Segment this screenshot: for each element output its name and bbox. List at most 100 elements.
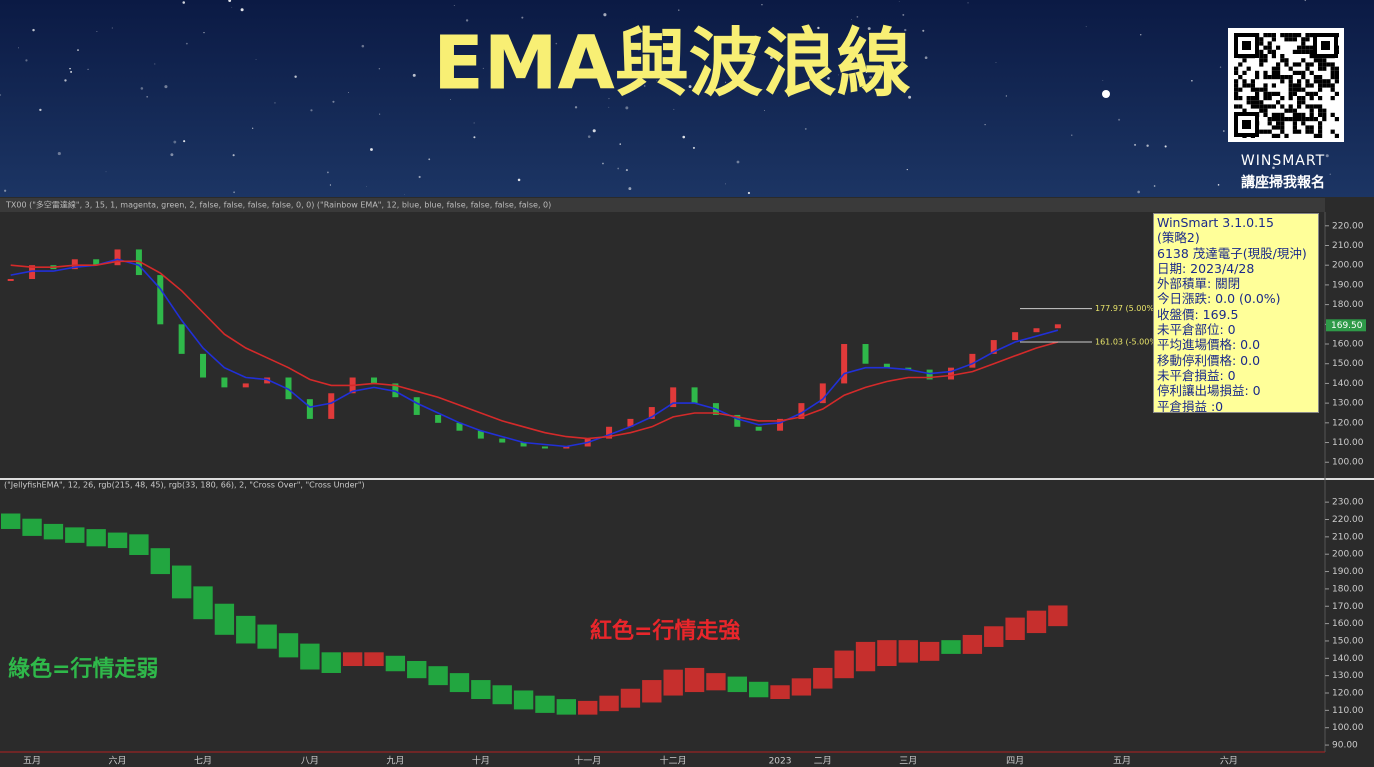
qr-cell	[1271, 125, 1276, 130]
qr-cell	[1255, 100, 1260, 105]
star	[70, 71, 72, 73]
candle	[948, 367, 955, 380]
qr-cell	[1313, 79, 1318, 84]
qr-cell	[1259, 129, 1264, 134]
star	[154, 63, 156, 65]
ema-line	[10, 260, 1059, 440]
qr-cell	[1292, 117, 1297, 122]
star	[255, 58, 257, 60]
qr-cell	[1334, 70, 1339, 75]
candle	[499, 438, 506, 443]
qr-cell	[1309, 49, 1314, 54]
qr-cell	[1322, 83, 1327, 88]
qr-cell	[1318, 96, 1323, 101]
qr-cell	[1234, 83, 1239, 88]
qr-cell	[1305, 79, 1310, 84]
qr-cell	[1276, 121, 1281, 126]
star	[1223, 130, 1225, 132]
info-line: 今日漲跌: 0.0 (0.0%)	[1157, 291, 1281, 307]
qr-cell	[1313, 133, 1318, 138]
star	[1085, 26, 1087, 28]
candle	[435, 414, 442, 423]
banner	[0, 0, 1374, 197]
qr-cell	[1330, 87, 1335, 92]
qr-cell	[1292, 121, 1297, 126]
qr-cell	[1318, 83, 1323, 88]
qr-cell	[1305, 66, 1310, 71]
indicator-title: ("JellyfishEMA", 12, 26, rgb(215, 48, 45…	[4, 481, 365, 490]
x-tick-label: 十二月	[660, 755, 687, 767]
qr-cell	[1297, 96, 1302, 101]
qr-cell	[1271, 33, 1276, 38]
star	[625, 169, 628, 172]
qr-cell	[1259, 87, 1264, 92]
last-price-label: 169.50	[1331, 321, 1363, 331]
qr-cell	[1309, 96, 1314, 101]
star	[240, 8, 244, 12]
qr-cell	[1322, 117, 1327, 122]
jelly-bar	[150, 548, 170, 575]
candle	[734, 414, 741, 427]
jelly-bar	[278, 633, 299, 658]
y-tick-label: 110.00	[1332, 438, 1364, 448]
qr-cell	[1234, 104, 1239, 109]
star	[809, 79, 811, 81]
star	[656, 80, 658, 82]
qr-cell	[1326, 62, 1331, 67]
qr-cell	[1267, 121, 1272, 126]
candle	[541, 446, 548, 449]
qr-cell	[1250, 79, 1255, 84]
star	[1102, 90, 1110, 98]
star	[608, 98, 610, 100]
star	[379, 113, 381, 115]
x-tick-label: 六月	[109, 755, 127, 767]
jelly-bar	[620, 688, 641, 708]
qr-cell	[1259, 54, 1264, 59]
qr-cell	[1318, 58, 1323, 63]
star	[837, 74, 839, 76]
info-line: 平均進場價格: 0.0	[1157, 337, 1261, 353]
star	[1071, 134, 1073, 136]
qr-cell	[1288, 91, 1293, 96]
qr-cell	[1280, 33, 1285, 38]
qr-cell	[1288, 37, 1293, 42]
qr-cell	[1271, 66, 1276, 71]
star	[603, 13, 607, 17]
star	[294, 75, 297, 78]
qr-cell	[1271, 70, 1276, 75]
qr-cell	[1238, 87, 1243, 92]
jelly-bar	[236, 615, 256, 644]
candle	[306, 399, 313, 419]
qr-cell	[1288, 33, 1293, 38]
ema-line	[10, 258, 1059, 448]
candle	[755, 426, 762, 431]
star	[4, 189, 7, 192]
star	[482, 67, 484, 69]
star	[25, 59, 28, 62]
qr-cell	[1280, 121, 1285, 126]
qr-cell	[1318, 62, 1323, 67]
candle	[71, 259, 78, 270]
star	[817, 26, 820, 30]
qr-cell	[1246, 100, 1251, 105]
info-line: 移動停利價格: 0.0	[1157, 352, 1261, 368]
y-tick-label: 220.00	[1332, 221, 1364, 231]
star	[182, 1, 186, 4]
qr-cell	[1301, 96, 1306, 101]
star	[628, 187, 632, 191]
qr-cell	[1318, 75, 1323, 80]
x-tick-label: 八月	[301, 756, 319, 767]
qr-cell	[1271, 83, 1276, 88]
qr-cell	[1288, 83, 1293, 88]
candle	[114, 249, 121, 266]
qr-cell	[1334, 133, 1339, 138]
candle	[392, 383, 399, 398]
star	[751, 63, 753, 65]
qr-cell	[1297, 117, 1302, 122]
jelly-bar	[513, 690, 534, 710]
star	[922, 29, 925, 32]
star	[770, 56, 773, 59]
jelly-bar	[791, 678, 812, 696]
